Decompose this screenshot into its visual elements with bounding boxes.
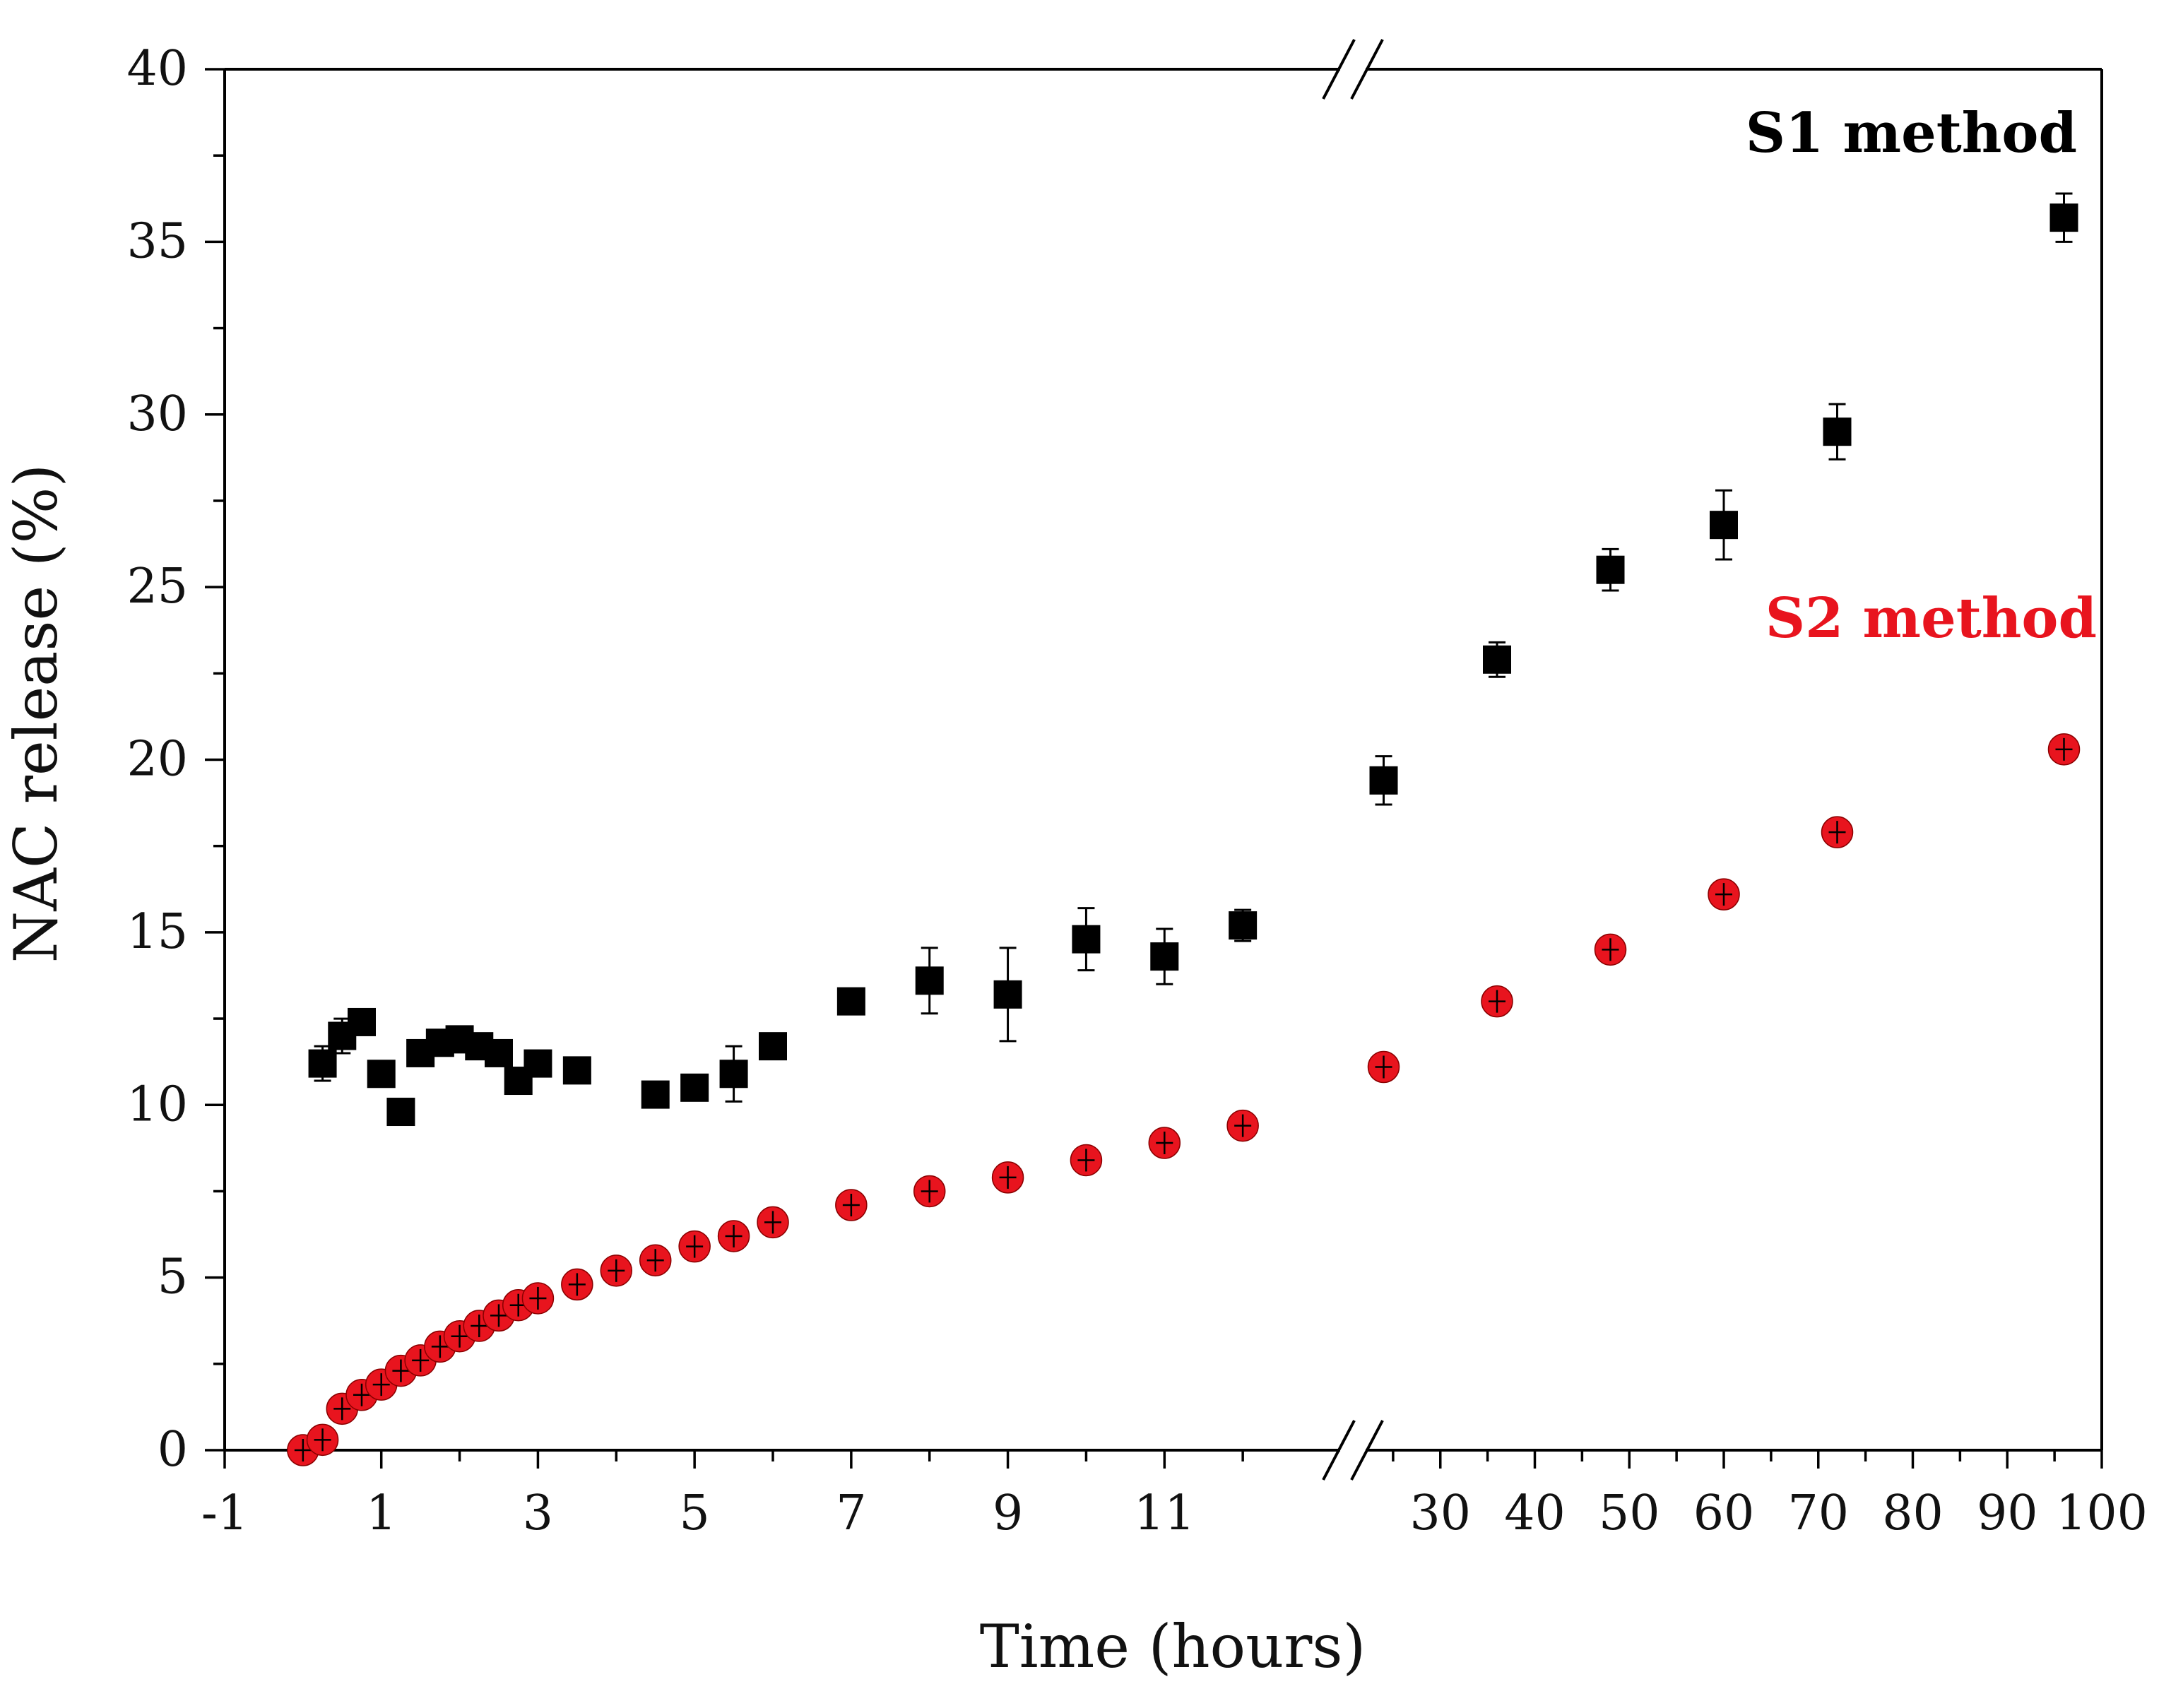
y-axis-ticks: 0 5 10 15 20 25 30 35 40 xyxy=(126,41,225,1478)
bottom-axis-break-mark-0 xyxy=(1322,1420,1356,1481)
x-tick-label: 1 xyxy=(366,1485,396,1541)
x-tick-label: 3 xyxy=(523,1485,553,1541)
top-axis-break-mark-1 xyxy=(1350,39,1384,100)
legend-s1-label: S1 method xyxy=(1746,101,2077,165)
s1-point xyxy=(485,1038,513,1067)
x-tick-label: 40 xyxy=(1504,1485,1566,1541)
legend-s2-label: S2 method xyxy=(1765,586,2097,651)
x-tick-label: 80 xyxy=(1882,1485,1944,1541)
s1-point xyxy=(1596,555,1625,584)
y-tick-label: 10 xyxy=(126,1077,188,1132)
s1-point xyxy=(719,1060,748,1089)
s1-point xyxy=(348,1007,376,1036)
s1-point xyxy=(993,980,1022,1009)
y-axis-title: NAC release (%) xyxy=(1,464,71,963)
y-tick-label: 35 xyxy=(126,213,188,269)
y-tick-label: 15 xyxy=(126,904,188,960)
y-tick-label: 25 xyxy=(126,559,188,615)
x-tick-label: 7 xyxy=(836,1485,866,1541)
s1-point xyxy=(367,1060,396,1089)
y-tick-label: 5 xyxy=(158,1250,188,1305)
series-s2 xyxy=(287,733,2081,1466)
top-axis-break-mark-0 xyxy=(1322,39,1356,100)
s1-point xyxy=(1229,911,1258,940)
s1-point xyxy=(915,966,944,995)
s1-point xyxy=(1072,925,1101,954)
s1-point xyxy=(1483,645,1511,674)
s1-point xyxy=(1150,942,1179,971)
s1-point xyxy=(523,1049,552,1078)
x-tick-label: 100 xyxy=(2056,1485,2148,1541)
s1-point xyxy=(680,1073,709,1102)
s1-point xyxy=(386,1098,415,1127)
axes xyxy=(223,39,2103,1481)
x-tick-label: -1 xyxy=(201,1485,248,1541)
x-tick-label: 30 xyxy=(1409,1485,1471,1541)
s1-point xyxy=(1369,766,1398,795)
y-tick-label: 30 xyxy=(126,386,188,442)
s1-point xyxy=(836,987,865,1016)
x-axis-ticks: -1 1 3 5 7 9 11 30 40 50 60 70 80 90 100 xyxy=(201,1450,2148,1541)
x-tick-label: 9 xyxy=(993,1485,1023,1541)
y-tick-label: 0 xyxy=(158,1422,188,1478)
s1-point xyxy=(1710,511,1738,540)
series-s1 xyxy=(308,192,2078,1127)
s1-point xyxy=(641,1080,670,1109)
s1-point xyxy=(562,1056,591,1085)
x-tick-label: 90 xyxy=(1977,1485,2038,1541)
x-tick-label: 60 xyxy=(1693,1485,1755,1541)
x-tick-label: 11 xyxy=(1134,1485,1195,1541)
x-axis-title: Time (hours) xyxy=(980,1612,1366,1681)
s1-point xyxy=(308,1049,337,1078)
x-tick-label: 50 xyxy=(1599,1485,1660,1541)
s1-point xyxy=(1823,417,1852,446)
x-tick-label: 70 xyxy=(1787,1485,1849,1541)
y-tick-label: 20 xyxy=(126,732,188,788)
s1-point xyxy=(759,1032,787,1061)
bottom-axis-break-mark-1 xyxy=(1350,1420,1384,1481)
x-tick-label: 5 xyxy=(680,1485,710,1541)
y-tick-label: 40 xyxy=(126,41,188,97)
s1-point xyxy=(2049,203,2078,232)
